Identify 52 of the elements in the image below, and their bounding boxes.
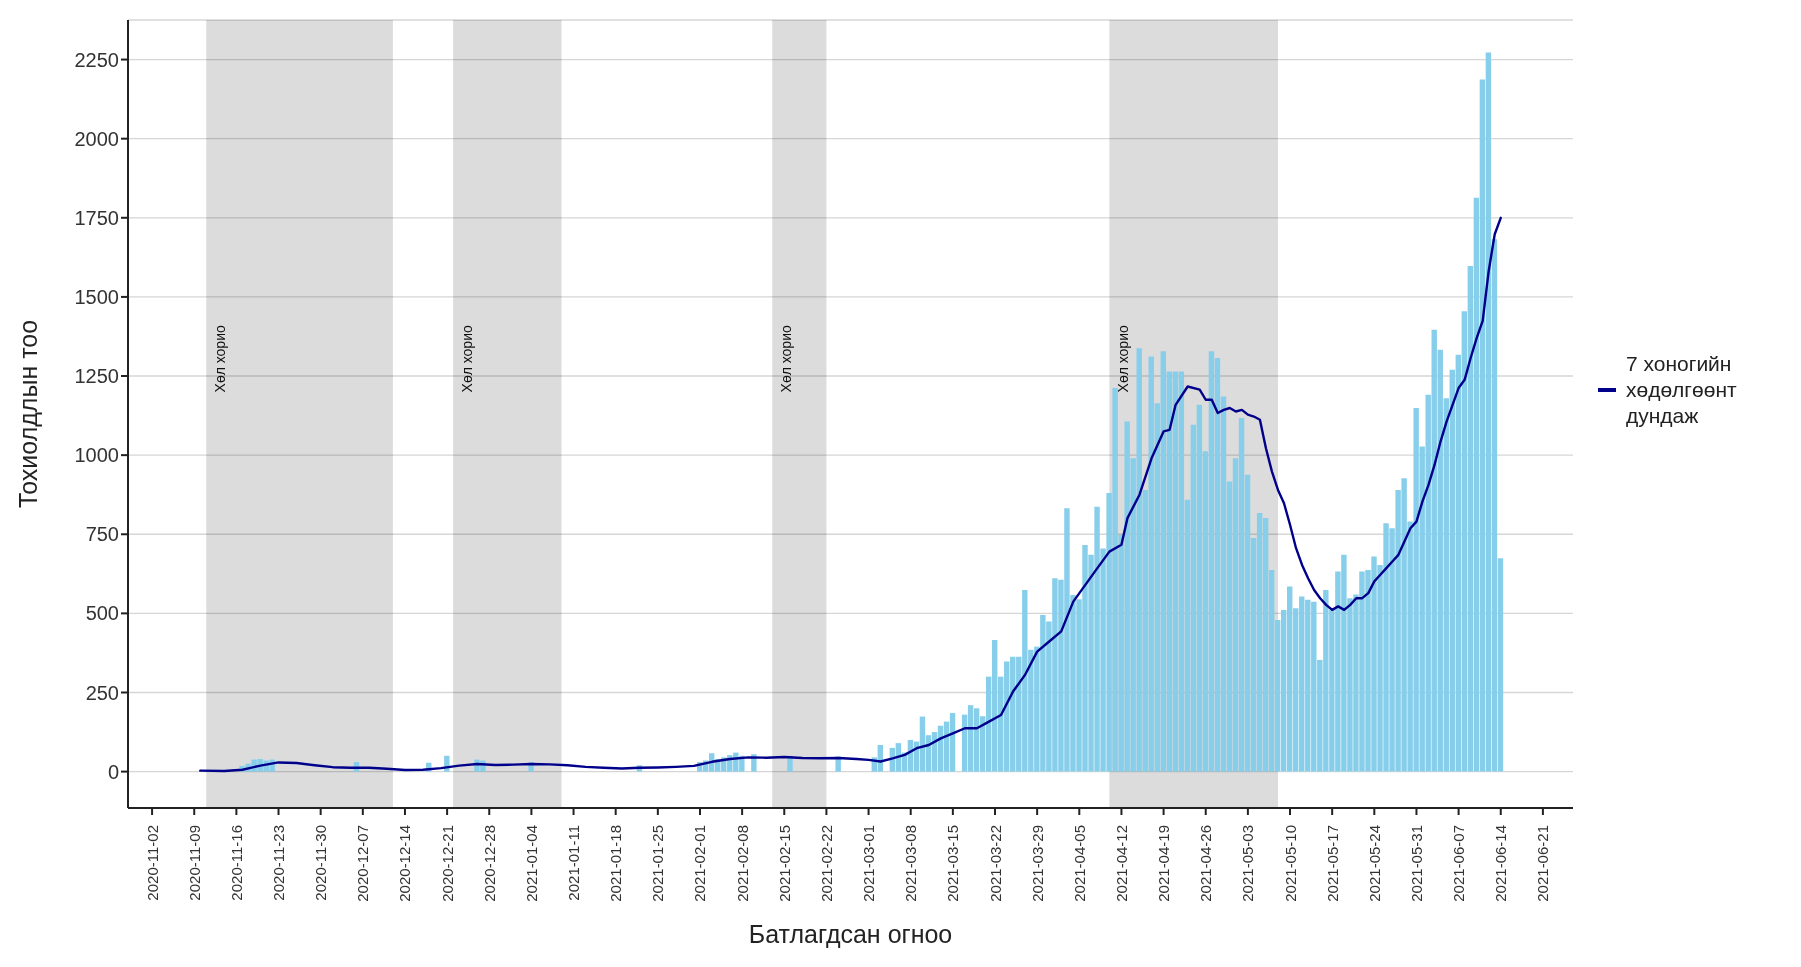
x-tick-label: 2020-12-07 bbox=[354, 825, 372, 902]
y-tick-label: 1500 bbox=[74, 286, 119, 309]
x-tick-label: 2021-03-15 bbox=[944, 825, 962, 902]
x-tick-label: 2021-05-31 bbox=[1407, 825, 1425, 902]
x-tick-label: 2021-05-10 bbox=[1281, 825, 1299, 902]
y-tick-label: 1750 bbox=[74, 206, 119, 229]
x-tick-label: 2021-05-03 bbox=[1239, 825, 1257, 902]
x-tick-label: 2021-01-04 bbox=[522, 825, 540, 902]
x-tick-label: 2021-06-21 bbox=[1534, 825, 1552, 902]
x-tick-label: 2021-04-26 bbox=[1197, 825, 1215, 902]
x-tick-label: 2020-11-30 bbox=[312, 825, 330, 901]
y-axis-title: Тохиолдлын тоо bbox=[13, 319, 42, 509]
x-tick-label: 2021-06-14 bbox=[1492, 825, 1510, 902]
y-tick-label: 750 bbox=[85, 523, 119, 546]
y-tick-label: 2000 bbox=[74, 127, 119, 150]
x-tick-label: 2021-03-22 bbox=[986, 825, 1004, 902]
band-label: Хөл хорио bbox=[1115, 325, 1132, 393]
x-tick-label: 2021-01-25 bbox=[649, 825, 667, 902]
y-tick-label: 2250 bbox=[74, 48, 119, 71]
band-label: Хөл хорио bbox=[778, 325, 795, 393]
x-tick-label: 2021-04-12 bbox=[1112, 825, 1130, 902]
x-tick-label: 2020-11-09 bbox=[185, 825, 203, 901]
x-tick-label: 2021-06-07 bbox=[1450, 825, 1468, 902]
y-tick-label: 1250 bbox=[74, 365, 119, 388]
x-tick-label: 2021-05-17 bbox=[1323, 825, 1341, 902]
band-label: Хөл хорио bbox=[459, 325, 476, 393]
legend-label: 7 хоногийн хөдөлгөөнт дундаж bbox=[1626, 350, 1738, 429]
y-tick-label: 250 bbox=[85, 681, 119, 704]
y-tick-label: 1000 bbox=[74, 444, 119, 467]
x-tick-label: 2020-11-02 bbox=[143, 825, 161, 901]
x-tick-label: 2020-12-21 bbox=[438, 825, 456, 902]
x-tick-label: 2020-11-16 bbox=[227, 825, 245, 901]
x-tick-label: 2021-04-19 bbox=[1155, 825, 1173, 902]
x-tick-label: 2021-01-11 bbox=[565, 825, 583, 901]
x-tick-label: 2021-03-08 bbox=[902, 825, 920, 902]
x-tick-label: 2021-05-24 bbox=[1365, 825, 1383, 902]
x-tick-label: 2020-12-14 bbox=[396, 825, 414, 902]
x-tick-label: 2021-02-15 bbox=[775, 825, 793, 902]
x-tick-label: 2021-03-29 bbox=[1028, 825, 1046, 902]
x-tick-label: 2021-02-22 bbox=[817, 825, 835, 902]
x-tick-label: 2020-12-28 bbox=[480, 825, 498, 902]
x-tick-label: 2021-01-18 bbox=[607, 825, 625, 902]
y-tick-label: 0 bbox=[107, 760, 119, 783]
x-axis-title: Батлагдсан огноо bbox=[748, 920, 953, 948]
line-series bbox=[199, 216, 1502, 773]
band-label: Хөл хорио bbox=[212, 325, 229, 393]
x-tick-label: 2021-04-05 bbox=[1070, 825, 1088, 902]
x-tick-label: 2020-11-23 bbox=[270, 825, 288, 901]
x-tick-label: 2021-02-01 bbox=[691, 825, 709, 902]
x-tick-label: 2021-03-01 bbox=[860, 825, 878, 902]
y-tick-label: 500 bbox=[85, 602, 119, 625]
x-tick-label: 2021-02-08 bbox=[733, 825, 751, 902]
